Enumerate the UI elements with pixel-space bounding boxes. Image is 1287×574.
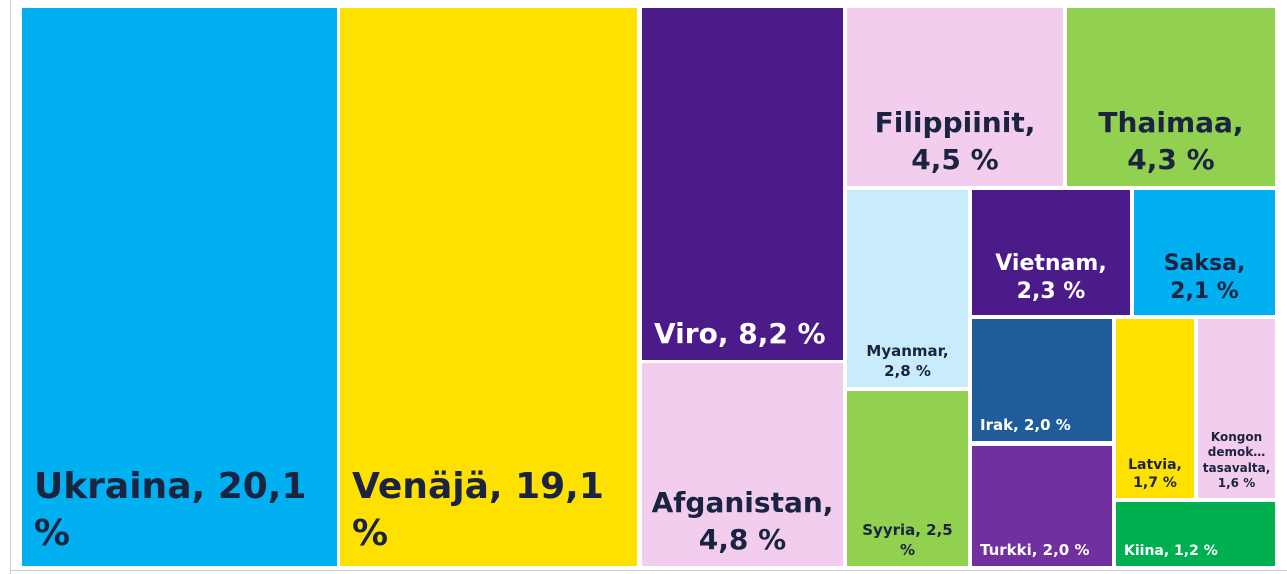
tile-label: Thaimaa, 4,3 %	[1098, 106, 1244, 176]
tile-label: Ukraina, 20,1 %	[34, 466, 307, 555]
tile: Ukraina, 20,1 %	[22, 8, 337, 566]
tile-label: Vietnam, 2,3 %	[995, 250, 1107, 305]
tile: Afganistan, 4,8 %	[642, 363, 843, 566]
tile-label: Viro, 8,2 %	[654, 316, 826, 350]
tile-label: Turkki, 2,0 %	[980, 540, 1090, 559]
frame-line	[10, 0, 11, 574]
tile: Kongon demok… tasavalta, 1,6 %	[1198, 319, 1275, 498]
tile: Venäjä, 19,1 %	[340, 8, 637, 566]
tile-label: Filippiinit, 4,5 %	[874, 106, 1036, 176]
tile: Viro, 8,2 %	[642, 8, 843, 360]
tile: Myanmar, 2,8 %	[847, 190, 968, 387]
tile: Thaimaa, 4,3 %	[1067, 8, 1275, 186]
frame-line	[10, 570, 1287, 571]
tile-label: Irak, 2,0 %	[980, 415, 1071, 434]
tile-label: Myanmar, 2,8 %	[866, 342, 949, 380]
tile: Saksa, 2,1 %	[1134, 190, 1275, 315]
tile: Kiina, 1,2 %	[1116, 502, 1275, 566]
tile: Filippiinit, 4,5 %	[847, 8, 1063, 186]
tile-label: Afganistan, 4,8 %	[651, 486, 834, 556]
tile-label: Kiina, 1,2 %	[1124, 542, 1218, 559]
tile: Vietnam, 2,3 %	[972, 190, 1130, 315]
tile-label: Syyria, 2,5 %	[862, 521, 953, 559]
tile-label: Saksa, 2,1 %	[1163, 250, 1246, 305]
tile-label: Venäjä, 19,1 %	[352, 466, 604, 555]
tile: Latvia, 1,7 %	[1116, 319, 1194, 498]
tile: Irak, 2,0 %	[972, 319, 1112, 441]
tile: Turkki, 2,0 %	[972, 446, 1112, 566]
tile: Syyria, 2,5 %	[847, 391, 968, 566]
tile-label: Kongon demok… tasavalta, 1,6 %	[1202, 429, 1271, 491]
tile-label: Latvia, 1,7 %	[1128, 456, 1182, 491]
